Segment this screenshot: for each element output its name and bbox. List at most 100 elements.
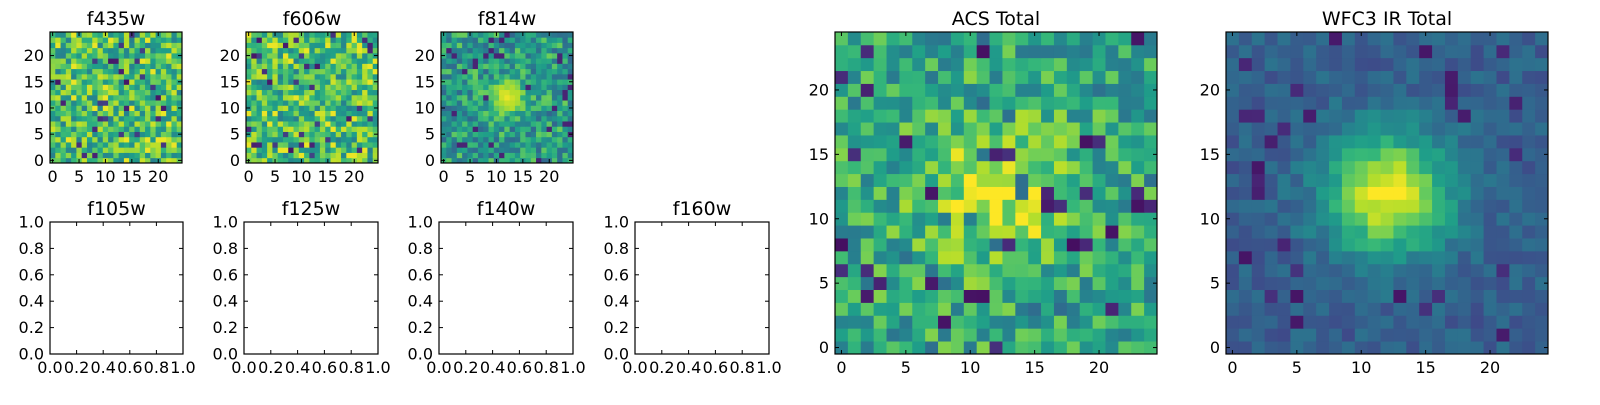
heatmap-cell [256,131,263,138]
heatmap-cell [1303,328,1317,342]
heatmap-cell [155,136,162,143]
heatmap-cell [451,115,458,122]
heatmap-cell [1015,263,1029,278]
heatmap-cell [536,152,542,159]
heatmap-cell [1341,212,1356,226]
heatmap-cell [441,73,447,80]
heatmap-cell [145,32,151,38]
heatmap-cell [472,32,479,38]
heatmap-cell [847,225,862,239]
heatmap-cell [886,250,900,265]
heatmap-cell [989,122,1003,136]
heatmap-cell [1118,173,1132,187]
heatmap-cell [1002,212,1016,226]
heatmap-cell [1406,173,1420,187]
heatmap-cell [92,136,98,143]
heatmap-cell [899,225,913,239]
heatmap-cell [899,250,913,265]
heatmap-cell [1496,212,1510,226]
heatmap-cell [92,152,98,159]
heatmap-cell [325,42,331,49]
heatmap-cell [108,115,114,122]
heatmap-cell [86,42,93,49]
heatmap-cell [319,152,326,159]
heatmap-cell [272,58,279,64]
heatmap-cell [1041,57,1055,72]
heatmap-cell [1041,83,1055,97]
heatmap-cell [166,110,172,117]
heatmap-cell [925,44,939,59]
heatmap-cell [963,70,978,84]
heatmap-cell [118,100,125,106]
heatmap-cell [1367,263,1381,278]
heatmap-cell [288,47,294,54]
heatmap-cell [441,84,447,91]
heatmap-cell [1277,122,1291,136]
heatmap-cell [372,47,379,54]
heatmap-cell [1509,276,1523,290]
heatmap-cell [319,37,326,43]
heatmap-cell [1509,212,1523,226]
heatmap-cell [1496,263,1510,278]
heatmap-cell [1066,302,1081,316]
heatmap-cell [860,44,875,59]
heatmap-cell [150,157,156,164]
heatmap-cell [835,147,849,162]
heatmap-cell [314,131,321,138]
heatmap-cell [472,52,479,59]
heatmap-cell [1316,96,1330,110]
heatmap-cell [1028,186,1042,200]
heatmap-cell [123,52,130,59]
panel-title: f125w [282,198,341,220]
heatmap-cell [938,302,952,316]
heatmap-cell [1354,315,1369,329]
heatmap-cell [171,110,178,117]
heatmap-cell [1053,238,1068,252]
heatmap-cell [50,94,56,101]
heatmap-cell [925,341,939,355]
heatmap-cell [335,131,342,138]
heatmap-cell [171,68,178,75]
heatmap-cell [118,115,125,122]
heatmap-cell [860,135,875,149]
heatmap-cell [277,94,284,101]
heatmap-cell [1131,147,1145,162]
heatmap-cell [1226,173,1240,187]
heatmap-cell [938,160,952,175]
heatmap-cell [1290,83,1304,97]
axes-background [244,222,378,354]
heatmap-cell [261,79,268,85]
heatmap-cell [467,47,474,54]
heatmap-cell [97,152,104,159]
heatmap-cell [1277,186,1291,200]
heatmap-cell [1238,83,1253,97]
heatmap-cell [372,63,379,70]
heatmap-cell [1015,212,1029,226]
heatmap-cell [860,328,875,342]
heatmap-cell [1432,32,1446,46]
heatmap-cell [1496,238,1510,252]
heatmap-cell [493,147,500,153]
heatmap-cell [1393,135,1407,149]
heatmap-cell [1277,109,1291,123]
heatmap-cell [989,263,1003,278]
axes-frame [634,221,770,355]
heatmap-cell [1238,44,1253,59]
heatmap-cell [1105,276,1119,290]
heatmap-cell [92,147,98,153]
heatmap-cell [488,79,495,85]
heatmap-cell [1066,276,1081,290]
heatmap-cell [76,94,83,101]
heatmap-cell [567,100,574,106]
heatmap-cell [1238,186,1253,200]
heatmap-cell [1105,173,1119,187]
heatmap-cell [145,115,151,122]
heatmap-cell [451,147,458,153]
heatmap-cell [899,212,913,226]
heatmap-cell [1329,225,1343,239]
heatmap-cell [1341,250,1356,265]
x-tick-label: 0 [439,167,449,186]
heatmap-cell [488,126,495,132]
heatmap-cell [86,94,93,101]
heatmap-cell [335,121,342,127]
